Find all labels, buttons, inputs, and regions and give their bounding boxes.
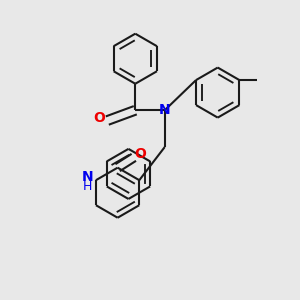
Text: O: O: [93, 111, 105, 125]
Text: N: N: [159, 103, 170, 117]
Text: O: O: [134, 147, 146, 161]
Text: H: H: [83, 180, 92, 193]
Text: N: N: [82, 169, 94, 184]
